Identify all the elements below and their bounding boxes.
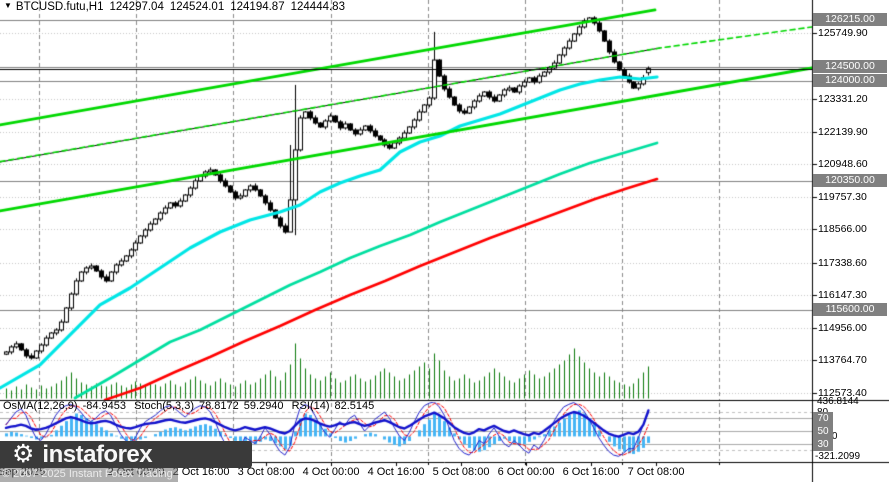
time-tick-label: 4 Oct 00:00: [302, 466, 360, 478]
price-tick-label: 125749.90: [818, 27, 868, 39]
rsi-value: 82.5145: [334, 400, 375, 412]
price-tick-label: 112573.40: [818, 387, 867, 399]
sub-scale-top-label: 436.8144: [817, 396, 859, 407]
ohlc-high: 124524.01: [169, 1, 225, 13]
watermark-strip: [0, 467, 178, 482]
instaforex-logo: ⚙ instaforex: [0, 441, 252, 468]
price-tick-label: 117338.60: [818, 257, 867, 269]
time-tick-label: 7 Oct 08:00: [627, 466, 685, 478]
rsi-label: RSI(14): [291, 400, 330, 412]
price-level-badge: 126215.00: [813, 13, 887, 26]
instaforex-logo-text: instaforex: [42, 440, 153, 468]
time-tick-label: 3 Oct 08:00: [237, 466, 295, 478]
time-tick-label: 4 Oct 16:00: [367, 466, 425, 478]
price-tick-label: 118566.00: [818, 223, 867, 235]
sub-scale-bottom-label: -321.2099: [815, 451, 861, 462]
symbol-timeframe-label: BTCUSD.futu,H1: [15, 1, 104, 13]
price-level-badge: 120350.00: [813, 174, 887, 187]
time-tick-label: 2 Oct 16:00: [172, 466, 230, 478]
price-tick-label: 119757.30: [818, 191, 867, 203]
time-tick-label: 5 Oct 08:00: [432, 466, 490, 478]
osma-label: OsMA(12,26,9): [3, 400, 78, 412]
copyright-watermark: © 2007-2025 Instant Forex Trading: [2, 468, 173, 480]
time-tick-label: 6 Oct 00:00: [497, 466, 555, 478]
price-tick-label: 114956.00: [818, 322, 867, 334]
ohlc-close: 124444.83: [290, 1, 345, 13]
time-tick-label: 6 Oct 16:00: [562, 466, 620, 478]
indicator-values-line: OsMA(12,26,9) -84.9453 Stoch(5,3,3) 78.817…: [3, 400, 379, 412]
price-level-badge: 124500.00: [813, 60, 887, 73]
price-tick-label: 113764.70: [818, 354, 867, 366]
symbol-collapse-icon[interactable]: ▼: [4, 1, 12, 10]
osma-value: -84.9453: [82, 400, 127, 412]
stoch-d-value: 59.2940: [243, 400, 284, 412]
price-level-badge: 115600.00: [813, 303, 887, 316]
price-level-badge: 124000.00: [813, 74, 887, 87]
osc-level-badge: 30: [813, 438, 833, 451]
price-tick-label: 116147.30: [818, 289, 867, 301]
price-tick-label: 123331.20: [818, 93, 868, 105]
osc-level-badge: 70: [813, 412, 833, 425]
stoch-label: Stoch(5,3,3): [134, 400, 195, 412]
stoch-k-value: 78.8172: [199, 400, 239, 412]
instaforex-gear-icon: ⚙: [12, 440, 35, 468]
ohlc-open: 124297.04: [109, 1, 164, 13]
price-tick-label: 122139.90: [818, 126, 868, 138]
ohlc-low: 124194.87: [230, 1, 285, 13]
osc-level-badge: 50: [813, 425, 833, 438]
price-tick-label: 120948.60: [818, 158, 868, 170]
chart-header: ▼ BTCUSD.futu,H1 124297.04 124524.01 124194.…: [4, 1, 351, 13]
